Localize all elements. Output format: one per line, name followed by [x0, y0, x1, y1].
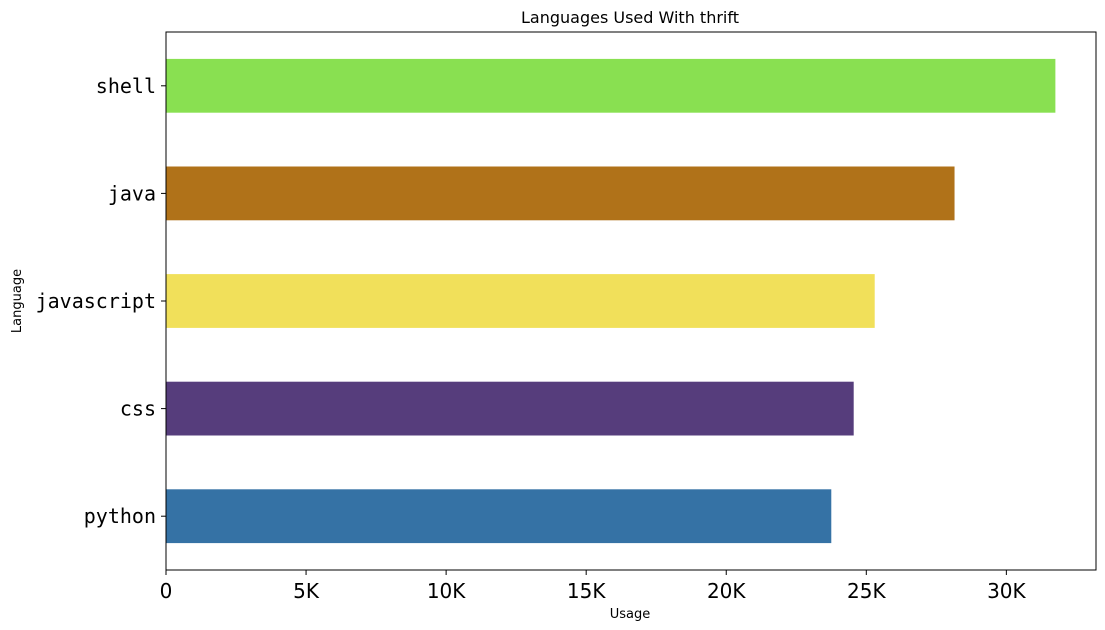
bar-shell	[166, 58, 1056, 113]
bar-java	[166, 166, 955, 221]
y-tick-label: python	[84, 504, 156, 528]
y-axis-ticks: python css javascript java shell	[36, 74, 166, 528]
y-axis-label: Language	[10, 269, 25, 333]
y-tick-label: css	[120, 397, 156, 421]
x-axis-ticks: 0 5K 10K 15K 20K 25K 30K	[160, 570, 1027, 603]
bars-group	[166, 58, 1056, 544]
x-tick-label: 30K	[987, 579, 1026, 603]
bar-css	[166, 381, 854, 436]
x-tick-label: 0	[160, 579, 173, 603]
x-axis-label: Usage	[610, 607, 651, 622]
y-tick-label: javascript	[36, 289, 156, 313]
x-tick-label: 25K	[847, 579, 886, 603]
chart-title: Languages Used With thrift	[521, 8, 739, 27]
y-tick-label: shell	[96, 74, 156, 98]
x-tick-label: 20K	[707, 579, 746, 603]
bar-javascript	[166, 274, 875, 328]
x-tick-label: 5K	[293, 579, 320, 603]
x-tick-label: 15K	[567, 579, 606, 603]
plot-frame	[165, 31, 1097, 571]
bar-python	[166, 489, 832, 544]
y-tick-label: java	[108, 181, 156, 205]
x-tick-label: 10K	[427, 579, 466, 603]
